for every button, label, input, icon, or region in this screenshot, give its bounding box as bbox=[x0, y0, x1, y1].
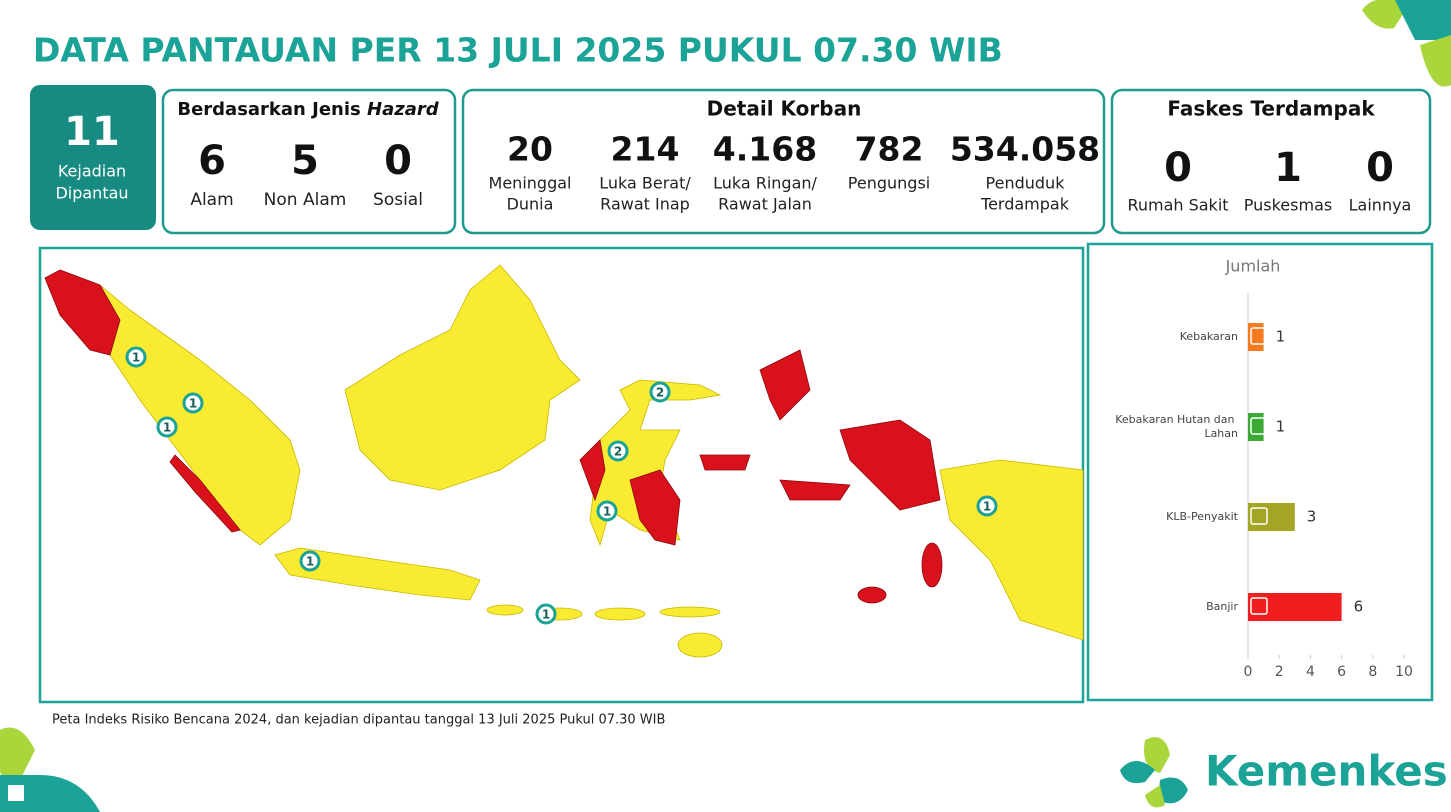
bar-icon bbox=[1250, 597, 1268, 615]
y-tick-label: Banjir bbox=[1206, 600, 1238, 613]
korban-value: 4.168 bbox=[713, 130, 817, 169]
map-marker bbox=[125, 346, 147, 368]
hazard-title: Berdasarkan Jenis Hazard bbox=[177, 99, 439, 120]
hazard-card bbox=[161, 88, 457, 235]
y-tick-label: Kebakaran Hutan dan Lahan bbox=[1115, 413, 1238, 440]
korban-title: Detail Korban bbox=[707, 97, 862, 121]
map-marker-label: 1 bbox=[163, 421, 171, 435]
korban-value: 534.058 bbox=[950, 130, 1100, 169]
faskes-label: Rumah Sakit bbox=[1127, 196, 1228, 215]
value-label: 1 bbox=[1276, 328, 1286, 346]
map-marker-label: 1 bbox=[306, 555, 314, 569]
hazard-value: 6 bbox=[198, 138, 226, 184]
x-tick-label: 2 bbox=[1275, 664, 1284, 680]
hazard-title-em: Hazard bbox=[367, 99, 440, 120]
hazard-title-text: Berdasarkan Jenis bbox=[177, 99, 367, 120]
map-marker bbox=[156, 416, 178, 438]
korban-value: 214 bbox=[611, 130, 680, 169]
korban-value: 782 bbox=[855, 130, 924, 169]
korban-label: Luka Ringan/ bbox=[713, 174, 817, 193]
kejadian-card bbox=[30, 85, 156, 230]
faskes-label: Puskesmas bbox=[1244, 196, 1332, 215]
map-marker bbox=[182, 392, 204, 414]
faskes-value: 1 bbox=[1274, 145, 1302, 191]
kejadian-label: Dipantau bbox=[55, 184, 128, 203]
chart-title: Jumlah bbox=[1225, 257, 1281, 276]
bar bbox=[1248, 503, 1295, 531]
logo-mark bbox=[1120, 737, 1188, 808]
value-label: 3 bbox=[1307, 508, 1317, 526]
bar-icon bbox=[1250, 507, 1268, 525]
y-tick-label: KLB-Penyakit bbox=[1166, 510, 1239, 523]
bar-icon bbox=[1250, 417, 1268, 435]
chart-frame bbox=[1086, 242, 1434, 702]
bar bbox=[1248, 593, 1342, 621]
map-marker-label: 1 bbox=[603, 505, 611, 519]
hazard-value: 0 bbox=[384, 138, 412, 184]
kejadian-label: Kejadian bbox=[58, 162, 126, 181]
kejadian-value: 11 bbox=[64, 109, 120, 155]
hazard-value: 5 bbox=[291, 138, 319, 184]
faskes-title: Faskes Terdampak bbox=[1167, 97, 1375, 121]
value-label: 6 bbox=[1354, 598, 1364, 616]
hazard-label: Alam bbox=[190, 190, 233, 210]
faskes-value: 0 bbox=[1164, 145, 1192, 191]
map-marker bbox=[649, 381, 671, 403]
x-tick-label: 6 bbox=[1337, 664, 1346, 680]
y-tick-label: Kebakaran bbox=[1180, 330, 1238, 343]
korban-card bbox=[461, 88, 1106, 235]
korban-label: Meninggal bbox=[489, 174, 572, 193]
korban-value: 20 bbox=[507, 130, 553, 169]
map-marker bbox=[299, 550, 321, 572]
hazard-label: Non Alam bbox=[264, 190, 347, 210]
korban-label: Terdampak bbox=[980, 195, 1070, 214]
hazard-label: Sosial bbox=[373, 190, 423, 210]
x-tick-label: 4 bbox=[1306, 664, 1315, 680]
logo-text: Kemenkes bbox=[1205, 747, 1448, 796]
korban-label: Rawat Jalan bbox=[718, 195, 812, 214]
bar-icon bbox=[1250, 327, 1268, 345]
x-tick-label: 8 bbox=[1368, 664, 1377, 680]
x-tick-label: 10 bbox=[1395, 664, 1413, 680]
map-marker-label: 1 bbox=[983, 500, 991, 514]
value-label: 1 bbox=[1276, 418, 1286, 436]
faskes-value: 0 bbox=[1366, 145, 1394, 191]
map-marker bbox=[596, 500, 618, 522]
page-title: DATA PANTAUAN PER 13 JULI 2025 PUKUL 07.… bbox=[33, 31, 1003, 70]
korban-label: Dunia bbox=[507, 195, 554, 214]
korban-label: Pengungsi bbox=[848, 174, 930, 193]
faskes-label: Lainnya bbox=[1349, 196, 1412, 215]
map-marker-label: 1 bbox=[542, 608, 550, 622]
korban-label: Luka Berat/ bbox=[599, 174, 691, 193]
map-caption: Peta Indeks Risiko Bencana 2024, dan kej… bbox=[52, 713, 665, 728]
map-marker-label: 2 bbox=[656, 386, 664, 400]
map bbox=[44, 264, 1084, 658]
map-marker bbox=[976, 495, 998, 517]
faskes-card bbox=[1110, 88, 1432, 235]
korban-label: Penduduk bbox=[986, 174, 1066, 193]
map-marker-label: 1 bbox=[189, 397, 197, 411]
map-marker-label: 1 bbox=[132, 351, 140, 365]
map-marker bbox=[535, 603, 557, 625]
korban-label: Rawat Inap bbox=[600, 195, 690, 214]
map-marker bbox=[607, 440, 629, 462]
map-marker-label: 2 bbox=[614, 445, 622, 459]
x-tick-label: 0 bbox=[1244, 664, 1253, 680]
